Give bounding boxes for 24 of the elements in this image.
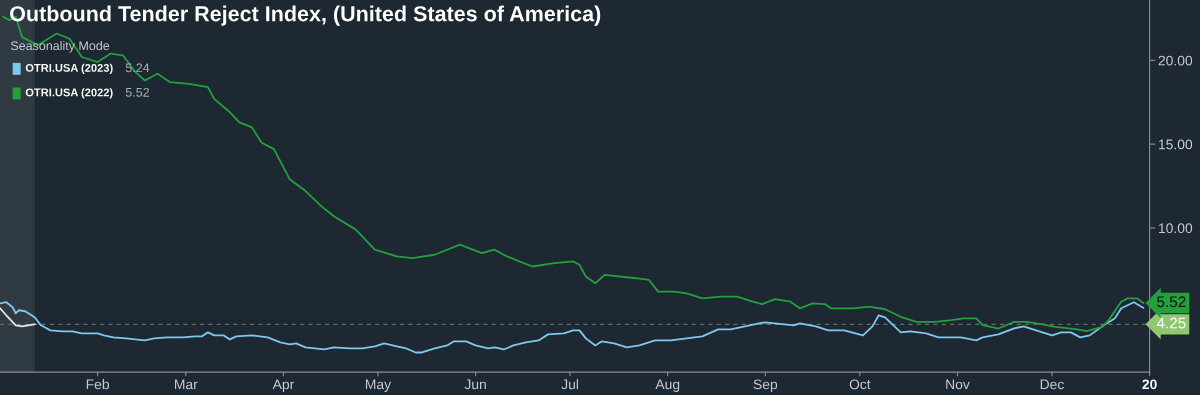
x-tick-label: Jul bbox=[561, 379, 579, 390]
y-tick-label: 10.00 bbox=[1158, 223, 1193, 234]
annotation: 5.52 bbox=[125, 87, 150, 97]
chart-title: Outbound Tender Reject Index, (United States of America) bbox=[10, 5, 601, 26]
line-series bbox=[0, 307, 36, 328]
x-tick-label: Jun bbox=[464, 379, 486, 390]
x-tick-label: Oct bbox=[849, 379, 871, 390]
x-tick-label: Apr bbox=[272, 379, 295, 392]
data-label: 5.52 bbox=[1157, 296, 1186, 308]
x-tick-label: Dec bbox=[1040, 379, 1064, 390]
x-tick-label: 20 bbox=[1142, 379, 1157, 390]
x-tick-label: Nov bbox=[946, 379, 970, 390]
ref-line-label: 4.25 bbox=[1156, 317, 1186, 329]
x-tick-label: Sep bbox=[753, 379, 778, 392]
x-tick-label: Mar bbox=[175, 379, 198, 390]
x-tick-label: Aug bbox=[655, 379, 680, 392]
line-series bbox=[0, 301, 1145, 354]
legend-label: OTRI.USA (2022) bbox=[25, 88, 113, 99]
x-tick-label: Feb bbox=[86, 379, 110, 390]
y-tick-label: 15.00 bbox=[1158, 139, 1193, 150]
y-tick-label: 20.00 bbox=[1158, 55, 1193, 66]
x-tick-label: May bbox=[365, 379, 392, 392]
legend-label: OTRI.USA (2023) bbox=[25, 63, 113, 75]
legend-title: Seasonality Mode bbox=[10, 40, 110, 53]
